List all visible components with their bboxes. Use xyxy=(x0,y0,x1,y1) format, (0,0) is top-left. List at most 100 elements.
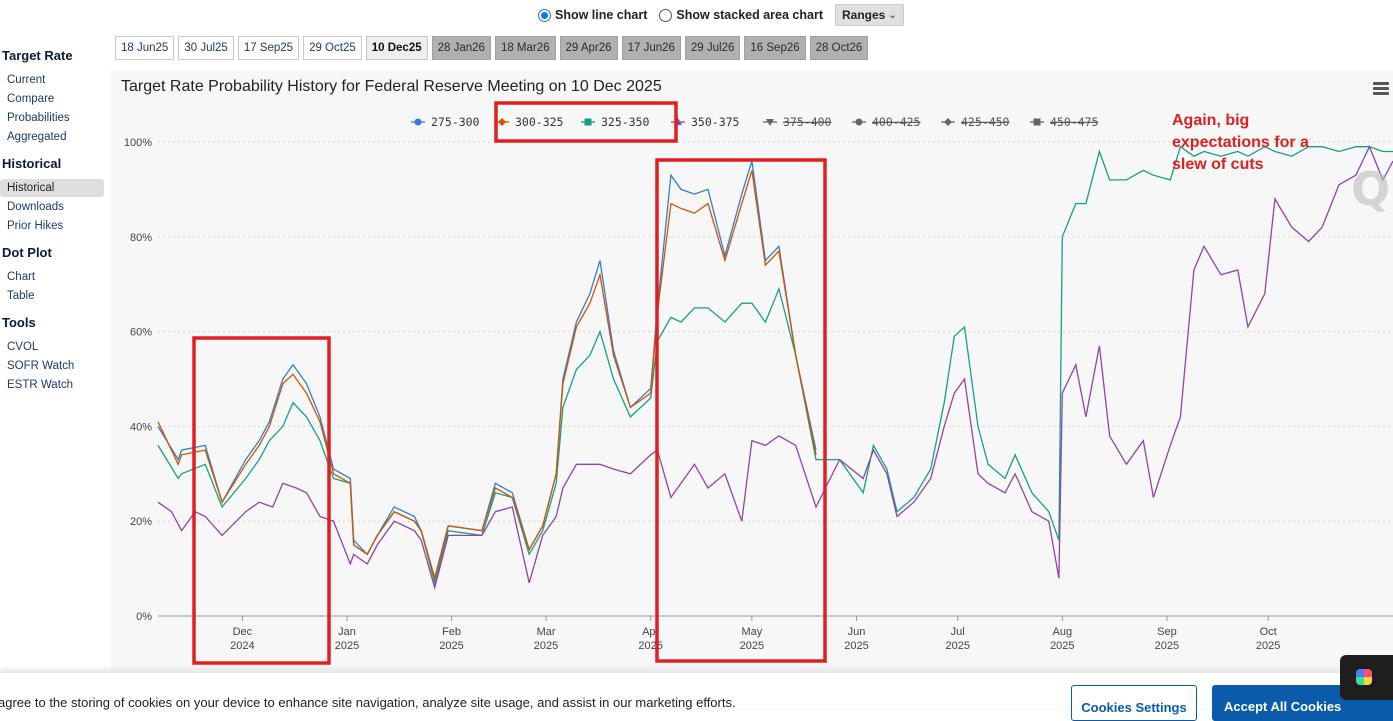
sidebar: Target Rate Current Compare Probabilities Ag… xyxy=(0,38,104,395)
legend-label[interactable]: 350-375 xyxy=(691,115,739,129)
y-tick-label: 100% xyxy=(124,137,152,149)
sidebar-item-chart[interactable]: Chart xyxy=(7,271,36,283)
stacked-area-label: Show stacked area chart xyxy=(676,8,823,22)
annotation-text: Again, big expectations for a slew of cu… xyxy=(1172,112,1309,173)
y-tick-label: 80% xyxy=(130,232,152,244)
tab-10-dec25[interactable]: 10 Dec25 xyxy=(365,36,428,60)
x-tick-year: 2025 xyxy=(439,640,463,652)
legend-label[interactable]: 400-425 xyxy=(872,115,920,129)
tab-29-jul26[interactable]: 29 Jul26 xyxy=(684,36,741,60)
sidebar-item-probabilities[interactable]: Probabilities xyxy=(7,112,70,124)
legend-label[interactable]: 425-450 xyxy=(961,115,1010,129)
meeting-date-tabs: 18 Jun25 30 Jul25 17 Sep25 29 Oct25 10 Dec25… xyxy=(115,36,872,60)
tab-29-apr26[interactable]: 29 Apr26 xyxy=(559,36,618,60)
tab-16-sep26[interactable]: 16 Sep26 xyxy=(744,36,806,60)
sidebar-item-sofr-watch[interactable]: SOFR Watch xyxy=(7,360,75,372)
y-tick-label: 0% xyxy=(136,611,152,623)
x-tick-year: 2024 xyxy=(230,640,254,652)
sidebar-item-prior-hikes[interactable]: Prior Hikes xyxy=(7,220,64,232)
assistant-logo-icon xyxy=(1356,669,1372,685)
x-tick-month: Mar xyxy=(537,626,556,638)
legend-label[interactable]: 450-475 xyxy=(1050,115,1098,129)
assistant-widget[interactable] xyxy=(1340,655,1393,700)
x-tick-month: Jul xyxy=(951,626,965,638)
line-chart-radio[interactable]: Show line chart xyxy=(538,8,647,22)
legend-label[interactable]: 300-325 xyxy=(515,115,563,129)
stacked-area-radio[interactable]: Show stacked area chart xyxy=(659,8,823,22)
legend-marker-circle xyxy=(855,118,863,126)
chevron-down-icon: ⌄ xyxy=(888,9,897,21)
series-line-350-375 xyxy=(157,145,1393,591)
sidebar-item-compare[interactable]: Compare xyxy=(7,93,55,105)
tab-17-sep25[interactable]: 17 Sep25 xyxy=(237,36,300,60)
sidebar-heading: Dot Plot xyxy=(2,245,52,260)
legend-marker-triangle-down xyxy=(766,119,774,126)
ranges-label: Ranges xyxy=(842,8,886,22)
x-tick-month: Feb xyxy=(442,626,461,638)
tab-28-oct26[interactable]: 28 Oct26 xyxy=(809,36,869,60)
legend-marker-square xyxy=(1033,118,1041,126)
sidebar-item-downloads[interactable]: Downloads xyxy=(7,201,64,213)
x-tick-year: 2025 xyxy=(638,640,662,652)
sidebar-item-table[interactable]: Table xyxy=(7,290,35,302)
probability-chart: 0% 20% 40% 60% 80% 100% Dec 2024 Jan 2025 Feb 2025 M… xyxy=(124,101,1393,665)
cookie-banner: agree to the storing of cookies on your … xyxy=(0,672,1393,721)
radio-unselected-icon xyxy=(659,8,673,22)
chart-title: Target Rate Probability History for Fede… xyxy=(121,78,662,95)
tab-28-jan26[interactable]: 28 Jan26 xyxy=(431,36,491,60)
tab-30-jul25[interactable]: 30 Jul25 xyxy=(178,36,234,60)
tab-18-mar26[interactable]: 18 Mar26 xyxy=(494,36,556,60)
sidebar-item-current[interactable]: Current xyxy=(7,74,46,86)
highlight-box-dec-2024 xyxy=(192,336,331,665)
x-tick-year: 2025 xyxy=(1155,640,1179,652)
sidebar-heading: Target Rate xyxy=(2,48,73,63)
highlight-box-apr-may-2025 xyxy=(655,158,827,663)
hamburger-menu-icon[interactable] xyxy=(1373,82,1389,96)
legend-marker-square xyxy=(584,118,592,126)
y-tick-label: 20% xyxy=(130,516,152,528)
series-line-325-350 xyxy=(157,145,1393,586)
tab-29-oct25[interactable]: 29 Oct25 xyxy=(303,36,362,60)
legend-marker-diamond xyxy=(944,118,952,126)
chart-type-toggle: Show line chart Show stacked area chart … xyxy=(538,4,904,26)
sidebar-item-aggregated[interactable]: Aggregated xyxy=(7,131,67,143)
sidebar-item-estr-watch[interactable]: ESTR Watch xyxy=(7,379,74,391)
x-tick-year: 2025 xyxy=(335,640,359,652)
sidebar-item-cvol[interactable]: CVOL xyxy=(7,341,39,353)
x-tick-year: 2025 xyxy=(1050,640,1074,652)
x-tick-month: Sep xyxy=(1157,626,1177,638)
highlight-box-legend xyxy=(494,101,678,143)
x-tick-month: Oct xyxy=(1260,626,1277,638)
x-tick-year: 2025 xyxy=(844,640,868,652)
x-tick-year: 2025 xyxy=(1256,640,1280,652)
legend-marker-circle xyxy=(414,118,422,126)
legend-label[interactable]: 375-400 xyxy=(783,115,832,129)
x-tick-month: Jan xyxy=(338,626,356,638)
legend-label[interactable]: 275-300 xyxy=(431,115,480,129)
x-tick-month: Dec xyxy=(233,626,253,638)
legend-marker-diamond xyxy=(498,118,506,126)
x-tick-month: Aug xyxy=(1053,626,1073,638)
cookies-settings-button[interactable]: Cookies Settings xyxy=(1071,685,1197,721)
y-tick-label: 40% xyxy=(130,421,152,433)
series-line-275-300 xyxy=(157,160,817,581)
x-tick-year: 2025 xyxy=(945,640,969,652)
sidebar-item-historical[interactable]: Historical xyxy=(0,179,104,197)
tab-18-jun25[interactable]: 18 Jun25 xyxy=(115,36,175,60)
x-tick-year: 2025 xyxy=(740,640,764,652)
legend-label[interactable]: 325-350 xyxy=(601,115,650,129)
tab-17-jun26[interactable]: 17 Jun26 xyxy=(621,36,681,60)
watermark-logo: Q xyxy=(1351,162,1390,216)
line-chart-label: Show line chart xyxy=(555,8,648,22)
x-tick-year: 2025 xyxy=(534,640,558,652)
x-tick-month: Jun xyxy=(848,626,866,638)
sidebar-heading: Historical xyxy=(2,156,62,171)
sidebar-heading: Tools xyxy=(2,315,36,330)
series-line-300-325 xyxy=(157,170,817,581)
x-tick-month: Apr xyxy=(642,626,659,638)
chart-panel: 0% 20% 40% 60% 80% 100% Dec 2024 Jan 2025 Feb 2025 M… xyxy=(111,70,1393,670)
y-tick-label: 60% xyxy=(130,327,152,339)
x-tick-month: May xyxy=(741,626,762,638)
ranges-dropdown[interactable]: Ranges ⌄ xyxy=(835,4,904,26)
cookie-text: agree to the storing of cookies on your … xyxy=(0,695,736,710)
